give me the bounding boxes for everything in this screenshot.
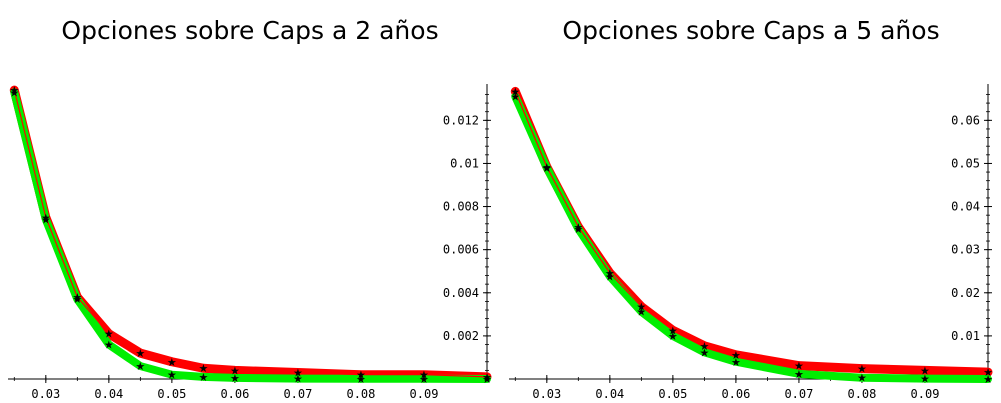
y-tick-label: 0.04: [951, 200, 980, 214]
data-point-lower: ★: [72, 293, 82, 306]
x-tick-label: 0.05: [658, 387, 687, 401]
x-tick-label: 0.03: [532, 387, 561, 401]
data-point-lower: ★: [419, 373, 429, 386]
chart-title: Opciones sobre Caps a 2 años: [61, 16, 439, 45]
x-tick-label: 0.09: [911, 387, 940, 401]
data-point-lower: ★: [167, 369, 177, 382]
series-line-upper-edge: [514, 91, 989, 373]
series-line-lower: [511, 92, 992, 383]
y-tick-label: 0.02: [951, 286, 980, 300]
series-line-upper-edge: [13, 90, 488, 378]
x-tick-label: 0.03: [31, 387, 60, 401]
data-point-upper: ★: [482, 371, 492, 384]
chart-svg-5y: 0.03 0.04 0.05 0.06 0.07 0.08 0.09 0.01 0.02 0.03…: [509, 84, 993, 401]
data-point-upper: ★: [510, 85, 520, 98]
x-tick-label: 0.07: [283, 387, 312, 401]
x-tick-label: 0.08: [847, 387, 876, 401]
data-point-lower: ★: [41, 213, 51, 226]
data-point-lower: ★: [983, 373, 993, 386]
y-tick-label: 0.01: [450, 156, 479, 170]
x-tick-label: 0.08: [346, 387, 375, 401]
chart-svg-2y: 0.03 0.04 0.05 0.06 0.07 0.08 0.09 0.002 0.004 0.…: [8, 84, 492, 401]
data-point-upper: ★: [605, 267, 615, 280]
data-point-upper: ★: [135, 347, 145, 360]
data-point-lower: ★: [198, 371, 208, 384]
x-tick-label: 0.06: [220, 387, 249, 401]
data-point-lower: ★: [510, 91, 520, 104]
y-tick-label: 0.004: [443, 286, 479, 300]
y-tick-label: 0.05: [951, 156, 980, 170]
data-point-lower: ★: [230, 372, 240, 385]
data-point-upper: ★: [293, 367, 303, 380]
data-point-upper: ★: [668, 324, 678, 337]
data-point-upper: ★: [9, 84, 19, 97]
series-line-lower: [10, 88, 491, 383]
data-point-upper: ★: [920, 364, 930, 377]
data-point-upper: ★: [72, 291, 82, 304]
data-point-upper: ★: [636, 301, 646, 314]
y-tick-label: 0.008: [443, 200, 479, 214]
data-point-lower: ★: [9, 86, 19, 99]
data-point-upper: ★: [699, 340, 709, 353]
x-tick-label: 0.05: [157, 387, 186, 401]
x-tick-label: 0.04: [595, 387, 624, 401]
data-point-upper: ★: [983, 366, 993, 379]
y-tick-label: 0.012: [443, 113, 479, 127]
series-line-upper: [9, 85, 492, 382]
data-point-upper: ★: [104, 328, 114, 341]
data-point-lower: ★: [731, 356, 741, 369]
x-tick-label: 0.04: [94, 387, 123, 401]
data-point-upper: ★: [573, 221, 583, 234]
data-point-upper: ★: [356, 369, 366, 382]
data-point-lower: ★: [605, 270, 615, 283]
data-point-lower: ★: [920, 373, 930, 386]
series-line-upper: [510, 86, 993, 377]
data-point-upper: ★: [41, 211, 51, 224]
data-point-lower: ★: [636, 306, 646, 319]
data-point-lower: ★: [857, 372, 867, 385]
y-tick-label: 0.006: [443, 243, 479, 257]
x-tick-label: 0.09: [410, 387, 439, 401]
y-tick-label: 0.03: [951, 243, 980, 257]
x-tick-label: 0.06: [721, 387, 750, 401]
data-point-upper: ★: [794, 360, 804, 373]
data-point-lower: ★: [668, 330, 678, 343]
y-tick-label: 0.002: [443, 329, 479, 343]
chart-title: Opciones sobre Caps a 5 años: [562, 16, 940, 45]
y-tick-label: 0.06: [951, 113, 980, 127]
data-point-lower: ★: [699, 346, 709, 359]
data-point-upper: ★: [198, 362, 208, 375]
data-point-lower: ★: [482, 373, 492, 386]
y-tick-label: 0.01: [951, 329, 980, 343]
data-point-lower: ★: [104, 339, 114, 352]
data-point-upper: ★: [167, 356, 177, 369]
data-point-upper: ★: [731, 349, 741, 362]
data-point-upper: ★: [419, 369, 429, 382]
data-point-lower: ★: [356, 373, 366, 386]
data-point-upper: ★: [230, 364, 240, 377]
data-point-upper: ★: [857, 363, 867, 376]
data-point-lower: ★: [542, 162, 552, 175]
data-point-lower: ★: [794, 368, 804, 381]
chart-panel-5y: Opciones sobre Caps a 5 años 0.03 0.04 0.0…: [501, 0, 1001, 403]
data-point-upper: ★: [542, 161, 552, 174]
x-tick-label: 0.07: [784, 387, 813, 401]
data-point-lower: ★: [573, 223, 583, 236]
data-point-lower: ★: [293, 373, 303, 386]
data-point-lower: ★: [135, 360, 145, 373]
chart-panel-2y: Opciones sobre Caps a 2 años 0.03 0.04 0.0…: [0, 0, 500, 403]
